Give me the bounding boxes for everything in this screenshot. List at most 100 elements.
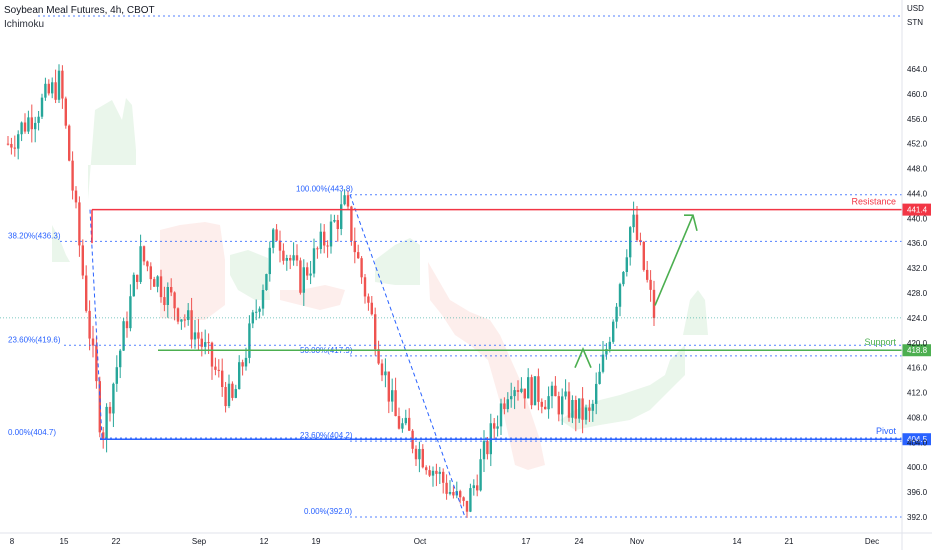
fib-right-label: 23.60%(404.2) bbox=[300, 431, 353, 440]
x-tick-label: 14 bbox=[733, 537, 742, 546]
candle-body bbox=[51, 82, 54, 94]
candle-body bbox=[275, 229, 278, 241]
resistance-price-value: 441.4 bbox=[907, 206, 928, 215]
x-tick-label: 24 bbox=[575, 537, 584, 546]
candle-body bbox=[493, 423, 496, 429]
candle-body bbox=[200, 338, 203, 347]
candle-body bbox=[578, 398, 581, 419]
candle-body bbox=[404, 417, 407, 424]
ichimoku-cloud-7 bbox=[560, 345, 685, 430]
candle-body bbox=[642, 241, 645, 270]
candle-body bbox=[85, 275, 88, 311]
candle-body bbox=[397, 416, 401, 429]
candle-body bbox=[125, 321, 129, 329]
indicator-label[interactable]: Ichimoku bbox=[4, 19, 45, 30]
candle-body bbox=[346, 195, 350, 207]
candle-body bbox=[176, 308, 180, 322]
candle-body bbox=[632, 214, 635, 228]
candle-body bbox=[598, 371, 601, 384]
candle-body bbox=[472, 485, 475, 489]
candle-body bbox=[377, 349, 380, 364]
candle-body bbox=[550, 385, 554, 397]
candle-body bbox=[479, 459, 482, 491]
candle-body bbox=[312, 248, 316, 274]
ichimoku-cloud-5 bbox=[375, 238, 420, 285]
candle-body bbox=[384, 371, 387, 376]
candle-body bbox=[469, 488, 472, 512]
candle-body bbox=[537, 376, 540, 402]
candle-body bbox=[516, 390, 520, 392]
support-price-value: 418.8 bbox=[907, 346, 928, 355]
y-tick-label: 420.0 bbox=[907, 339, 928, 348]
fib-right-label: 100.00%(443.8) bbox=[296, 185, 353, 194]
candle-body bbox=[652, 289, 656, 319]
candle-body bbox=[17, 134, 20, 149]
candle-body bbox=[462, 497, 465, 501]
y-tick-label: 456.0 bbox=[907, 115, 928, 124]
x-tick-label: 21 bbox=[785, 537, 794, 546]
candle-body bbox=[476, 485, 479, 491]
candle-body bbox=[527, 377, 530, 399]
candle-body bbox=[214, 366, 217, 370]
candle-body bbox=[309, 273, 312, 276]
x-tick-label: 22 bbox=[112, 537, 121, 546]
candle-body bbox=[438, 471, 441, 474]
candle-body bbox=[221, 370, 224, 388]
candle-body bbox=[204, 342, 207, 347]
candle-body bbox=[278, 240, 282, 251]
candle-body bbox=[571, 399, 574, 418]
currency-label: USD bbox=[907, 4, 924, 13]
y-tick-label: 428.0 bbox=[907, 289, 928, 298]
candle-body bbox=[142, 246, 146, 262]
ichimoku-cloud-6 bbox=[428, 262, 545, 470]
candle-body bbox=[170, 287, 173, 293]
ichimoku-cloud-3 bbox=[230, 250, 270, 300]
candle-body bbox=[421, 448, 424, 468]
candle-body bbox=[74, 190, 78, 203]
candle-body bbox=[20, 122, 23, 135]
candle-body bbox=[173, 292, 176, 309]
candle-body bbox=[255, 311, 258, 313]
candle-body bbox=[448, 492, 452, 494]
y-tick-label: 452.0 bbox=[907, 140, 928, 149]
y-tick-label: 424.0 bbox=[907, 314, 928, 323]
resistance-label: Resistance bbox=[851, 197, 896, 207]
candle-body bbox=[350, 206, 353, 241]
candle-body bbox=[540, 401, 543, 407]
fib-left-trend bbox=[89, 209, 103, 439]
fib-right-label: 0.00%(392.0) bbox=[304, 507, 352, 516]
candle-body bbox=[523, 388, 526, 399]
candle-body bbox=[408, 417, 411, 431]
ichimoku-cloud-8 bbox=[683, 290, 708, 335]
candle-body bbox=[302, 267, 305, 293]
candle-body bbox=[122, 321, 125, 351]
candle-body bbox=[435, 470, 438, 474]
candle-body bbox=[285, 257, 288, 261]
candle-body bbox=[601, 354, 605, 372]
candle-body bbox=[163, 297, 166, 305]
candle-body bbox=[37, 116, 40, 123]
candle-body bbox=[231, 383, 234, 398]
y-tick-label: 400.0 bbox=[907, 463, 928, 472]
candle-body bbox=[241, 362, 244, 367]
y-tick-label: 416.0 bbox=[907, 364, 928, 373]
ichimoku-cloud-4 bbox=[280, 285, 345, 310]
candle-body bbox=[394, 390, 397, 417]
y-tick-label: 392.0 bbox=[907, 513, 928, 522]
candle-body bbox=[340, 204, 343, 229]
candle-body bbox=[234, 389, 237, 398]
candle-body bbox=[615, 306, 618, 322]
candle-body bbox=[112, 383, 115, 414]
candle-body bbox=[452, 492, 455, 496]
candle-body bbox=[64, 98, 67, 126]
candle-body bbox=[564, 391, 567, 397]
y-tick-label: 408.0 bbox=[907, 413, 928, 422]
candle-body bbox=[510, 396, 513, 400]
candle-body bbox=[506, 399, 509, 410]
candle-body bbox=[115, 367, 118, 384]
candle-body bbox=[329, 221, 333, 247]
candle-body bbox=[10, 143, 13, 148]
candle-body bbox=[635, 214, 639, 240]
